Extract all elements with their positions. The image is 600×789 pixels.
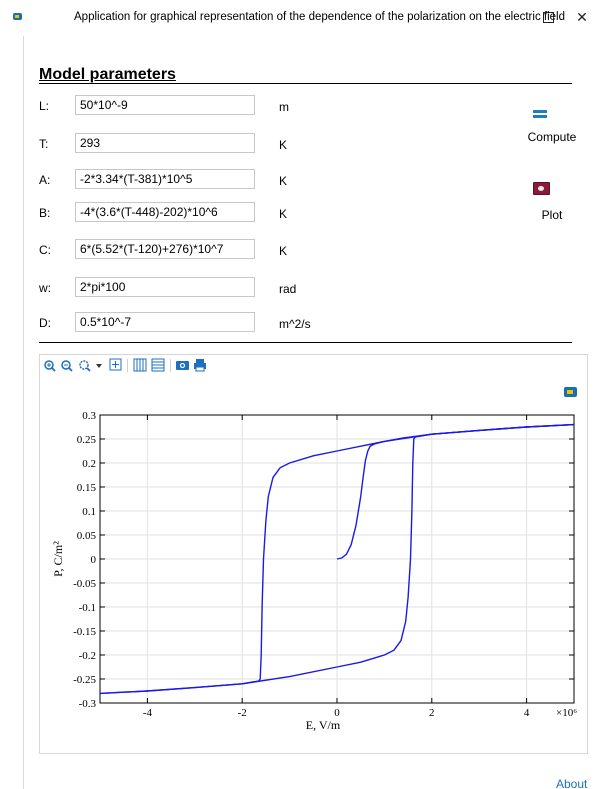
y-axis-label: P, C/m² <box>51 541 65 577</box>
series-line-3 <box>99 423 575 695</box>
x-tick-label: -4 <box>143 707 153 719</box>
toolbar-separator <box>170 359 171 372</box>
y-tick-label: -0.3 <box>79 698 97 710</box>
param-label: A: <box>39 173 51 187</box>
y-tick-label: 0 <box>91 554 97 566</box>
zoom-box-icon[interactable] <box>79 360 102 372</box>
polarization-chart: -4 -2 0 2 4 0.3 0.25 0.2 0.15 0.1 0.05 0 -0.05 -0.1 -0… <box>51 410 577 732</box>
show-grid-icon[interactable] <box>133 358 147 372</box>
param-input-c[interactable] <box>75 239 255 259</box>
compute-button-label: Compute <box>527 130 577 144</box>
y-tick-label: -0.2 <box>79 650 96 662</box>
screenshot-icon[interactable] <box>176 361 189 370</box>
x-axis-label: E, V/m <box>306 718 341 732</box>
y-tick-label: -0.25 <box>73 674 96 686</box>
param-input-d[interactable] <box>75 312 255 332</box>
param-label: L: <box>39 99 50 113</box>
plot-panel: -4 -2 0 2 4 0.3 0.25 0.2 0.15 0.1 0.05 0 -0.05 -0.1 -0… <box>39 354 588 754</box>
param-unit: K <box>279 244 288 258</box>
y-tick-label: 0.1 <box>82 506 96 518</box>
plot-button-label: Plot <box>541 208 563 222</box>
section-divider <box>39 83 572 84</box>
y-tick-label: 0.2 <box>82 458 96 470</box>
maximize-icon[interactable] <box>540 8 556 26</box>
print-icon[interactable] <box>194 359 206 372</box>
plot-icon <box>533 182 550 195</box>
plot-settings-icon[interactable] <box>564 387 577 397</box>
toolbar-separator <box>127 359 128 372</box>
plot-toolbar <box>44 358 206 372</box>
param-input-w[interactable] <box>75 277 255 297</box>
y-tick-label: 0.25 <box>77 434 97 446</box>
param-input-a[interactable] <box>75 169 255 189</box>
param-unit: K <box>279 207 288 221</box>
param-input-l[interactable] <box>75 95 255 115</box>
model-parameters-heading: Model parameters <box>39 66 176 83</box>
zoom-in-icon[interactable] <box>44 360 56 372</box>
y-tick-label: -0.05 <box>73 578 96 590</box>
window-title: Application for graphical representation… <box>74 11 565 23</box>
x-tick-label: 0 <box>334 707 340 719</box>
x-tick-label: -2 <box>238 707 247 719</box>
param-unit: m <box>279 100 289 114</box>
y-tick-label: 0.3 <box>82 410 96 422</box>
compute-icon <box>533 110 547 118</box>
series-line-1 <box>336 423 575 560</box>
param-label: T: <box>39 137 49 151</box>
y-tick-label: 0.15 <box>77 482 97 494</box>
app-icon <box>13 13 22 20</box>
legend-icon[interactable] <box>151 358 165 372</box>
x-multiplier-label: ×10⁶ <box>556 707 577 719</box>
window-titlebar: Application for graphical representation… <box>0 0 600 36</box>
close-icon[interactable]: ✕ <box>576 9 588 25</box>
zoom-extents-icon[interactable] <box>109 358 122 371</box>
param-input-t[interactable] <box>75 133 255 153</box>
y-tick-label: -0.15 <box>73 626 96 638</box>
section-divider <box>39 342 572 343</box>
main-panel: Model parameters L: m T: K A: K B: K C: … <box>23 36 600 789</box>
y-tick-label: -0.1 <box>79 602 96 614</box>
x-tick-label: 4 <box>524 707 530 719</box>
param-label: D: <box>39 316 51 330</box>
param-unit: K <box>279 174 288 188</box>
zoom-out-icon[interactable] <box>61 360 73 372</box>
y-tick-label: 0.05 <box>77 530 97 542</box>
param-label: C: <box>39 243 51 257</box>
param-input-b[interactable] <box>75 202 255 222</box>
param-unit: K <box>279 138 288 152</box>
param-label: B: <box>39 206 51 220</box>
x-tick-label: 2 <box>429 707 435 719</box>
param-label: w: <box>39 281 51 295</box>
about-link[interactable]: About <box>556 777 588 789</box>
param-unit: rad <box>279 282 297 296</box>
param-unit: m^2/s <box>279 317 311 331</box>
